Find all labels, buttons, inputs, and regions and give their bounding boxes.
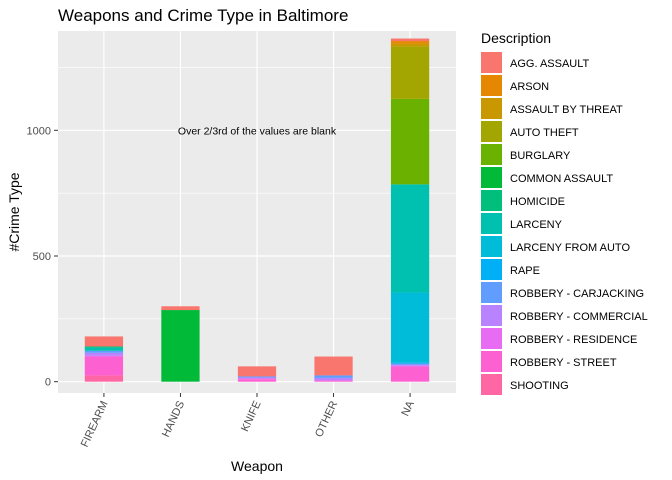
legend-key bbox=[481, 52, 502, 73]
legend-title: Description bbox=[481, 30, 551, 46]
bar-segment-firearm-larceny bbox=[84, 347, 124, 351]
legend-key bbox=[481, 213, 502, 234]
legend-key bbox=[481, 328, 502, 349]
bar-segment-na-burglary bbox=[390, 98, 430, 185]
bar-segment-na-auto-theft bbox=[390, 46, 430, 99]
legend-key bbox=[481, 190, 502, 211]
bar-segment-firearm-homicide bbox=[84, 346, 124, 348]
legend-label: LARCENY FROM AUTO bbox=[510, 242, 630, 254]
bar-segment-knife-robbery-carjacking bbox=[237, 376, 277, 378]
legend-label: ROBBERY - STREET bbox=[510, 357, 617, 369]
legend-key bbox=[481, 374, 502, 395]
annotation: Over 2/3rd of the values are blank bbox=[178, 125, 337, 137]
bar-segment-other-robbery-carjacking bbox=[314, 375, 353, 378]
bar-segment-other-robbery-commercial bbox=[314, 377, 353, 381]
chart-title: Weapons and Crime Type in Baltimore bbox=[58, 6, 348, 25]
y-axis-title: #Crime Type bbox=[6, 172, 22, 251]
legend-label: SHOOTING bbox=[510, 380, 569, 392]
legend-label: ROBBERY - CARJACKING bbox=[510, 288, 644, 300]
x-axis: FIREARM HANDS KNIFE OTHER NA bbox=[79, 393, 417, 449]
legend-label: ASSAULT BY THREAT bbox=[510, 104, 623, 116]
legend-key bbox=[481, 351, 502, 372]
legend-key bbox=[481, 259, 502, 280]
y-axis: 0 500 1000 bbox=[27, 125, 58, 389]
legend-label: LARCENY bbox=[510, 219, 563, 231]
bar-segment-na-robbery-commercial bbox=[390, 364, 430, 366]
x-tick-label: KNIFE bbox=[239, 399, 264, 433]
legend-key bbox=[481, 75, 502, 96]
legend-key bbox=[481, 144, 502, 165]
x-axis-title: Weapon bbox=[231, 458, 283, 474]
legend: AGG. ASSAULT ARSON ASSAULT BY THREAT AUTO T… bbox=[481, 52, 648, 395]
bar-segment-knife-robbery-street bbox=[237, 379, 277, 382]
legend-label: AGG. ASSAULT bbox=[510, 58, 590, 70]
bar-segment-firearm-agg-assault bbox=[84, 336, 124, 347]
bar-segment-na-robbery-carjacking bbox=[390, 363, 430, 365]
bar-segment-na-rape bbox=[390, 362, 430, 364]
bar-segment-na-larceny bbox=[390, 184, 430, 293]
legend-key bbox=[481, 121, 502, 142]
bar-segment-firearm-robbery-carjacking bbox=[84, 350, 124, 353]
bar-segment-na-agg-assault bbox=[390, 38, 430, 42]
legend-label: HOMICIDE bbox=[510, 196, 565, 208]
legend-key bbox=[481, 236, 502, 257]
x-tick-label: NA bbox=[399, 399, 417, 419]
legend-label: ROBBERY - RESIDENCE bbox=[510, 334, 637, 346]
bars bbox=[84, 38, 430, 382]
bar-segment-firearm-shooting bbox=[84, 375, 124, 382]
bar-segment-other-agg-assault bbox=[314, 356, 353, 376]
bar-segment-knife-robbery-commercial bbox=[237, 377, 277, 379]
bar-segment-na-larceny-from-auto bbox=[390, 292, 430, 363]
x-tick-label: OTHER bbox=[313, 399, 340, 439]
bar-segment-knife-robbery-residence bbox=[237, 378, 277, 380]
bar-segment-firearm-robbery-street bbox=[84, 356, 124, 376]
legend-label: AUTO THEFT bbox=[510, 127, 579, 139]
bar-segment-hands-agg-assault bbox=[161, 306, 200, 311]
legend-label: ARSON bbox=[510, 81, 549, 93]
bar-segment-na-robbery-street bbox=[390, 366, 430, 382]
bar-segment-knife-agg-assault bbox=[237, 366, 277, 377]
y-tick-label: 1000 bbox=[27, 125, 51, 137]
legend-key bbox=[481, 305, 502, 326]
bar-segment-firearm-robbery-commercial bbox=[84, 352, 124, 356]
legend-key bbox=[481, 98, 502, 119]
bar-segment-firearm-robbery-residence bbox=[84, 355, 124, 357]
y-tick-label: 0 bbox=[45, 377, 51, 389]
bar-segment-na-assault-by-threat bbox=[390, 43, 430, 47]
bar-segment-na-robbery-residence bbox=[390, 365, 430, 367]
legend-key bbox=[481, 282, 502, 303]
bar-segment-other-robbery-street bbox=[314, 380, 353, 382]
legend-label: BURGLARY bbox=[510, 150, 571, 162]
x-tick-label: FIREARM bbox=[79, 399, 111, 449]
x-tick-label: HANDS bbox=[160, 399, 187, 439]
legend-label: COMMON ASSAULT bbox=[510, 173, 613, 185]
legend-key bbox=[481, 167, 502, 188]
legend-label: RAPE bbox=[510, 265, 540, 277]
legend-label: ROBBERY - COMMERCIAL bbox=[510, 311, 648, 323]
y-tick-label: 500 bbox=[33, 251, 51, 263]
bar-segment-na-arson bbox=[390, 41, 430, 44]
bar-segment-hands-common-assault bbox=[161, 310, 200, 382]
